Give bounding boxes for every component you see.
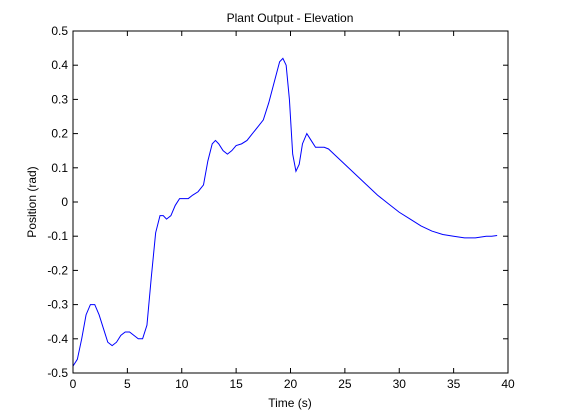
x-tick-label: 40: [501, 377, 515, 391]
y-tick-label: -0.3: [47, 298, 68, 312]
x-tick-label: 10: [175, 377, 189, 391]
y-tick-labels: -0.5 -0.4 -0.3 -0.2 -0.1 0 0.1 0.2 0.3 0.4 0.5: [47, 24, 68, 380]
x-axis-label: Time (s): [268, 396, 312, 410]
y-axis-label: Position (rad): [25, 166, 39, 237]
x-tick-label: 0: [70, 377, 77, 391]
y-tick-label: -0.5: [47, 366, 68, 380]
x-tick-label: 5: [124, 377, 131, 391]
y-tick-label: -0.1: [47, 229, 68, 243]
chart-title: Plant Output - Elevation: [227, 11, 354, 25]
y-tick-label: 0.1: [51, 161, 68, 175]
x-tick-label: 30: [393, 377, 407, 391]
x-tick-label: 15: [229, 377, 243, 391]
y-tick-label: 0: [61, 195, 68, 209]
y-tick-label: 0.3: [51, 92, 68, 106]
x-tick-label: 20: [284, 377, 298, 391]
y-tick-label: -0.4: [47, 332, 68, 346]
y-tick-label: 0.2: [51, 127, 68, 141]
x-tick-labels: 0 5 10 15 20 25 30 35 40: [70, 377, 515, 391]
plot-background: [73, 31, 508, 373]
y-tick-label: -0.2: [47, 263, 68, 277]
y-tick-label: 0.4: [51, 58, 68, 72]
x-tick-label: 35: [447, 377, 461, 391]
x-tick-label: 25: [338, 377, 352, 391]
plot-frame: [72, 30, 509, 374]
y-tick-label: 0.5: [51, 24, 68, 38]
series-line: [72, 57, 498, 367]
